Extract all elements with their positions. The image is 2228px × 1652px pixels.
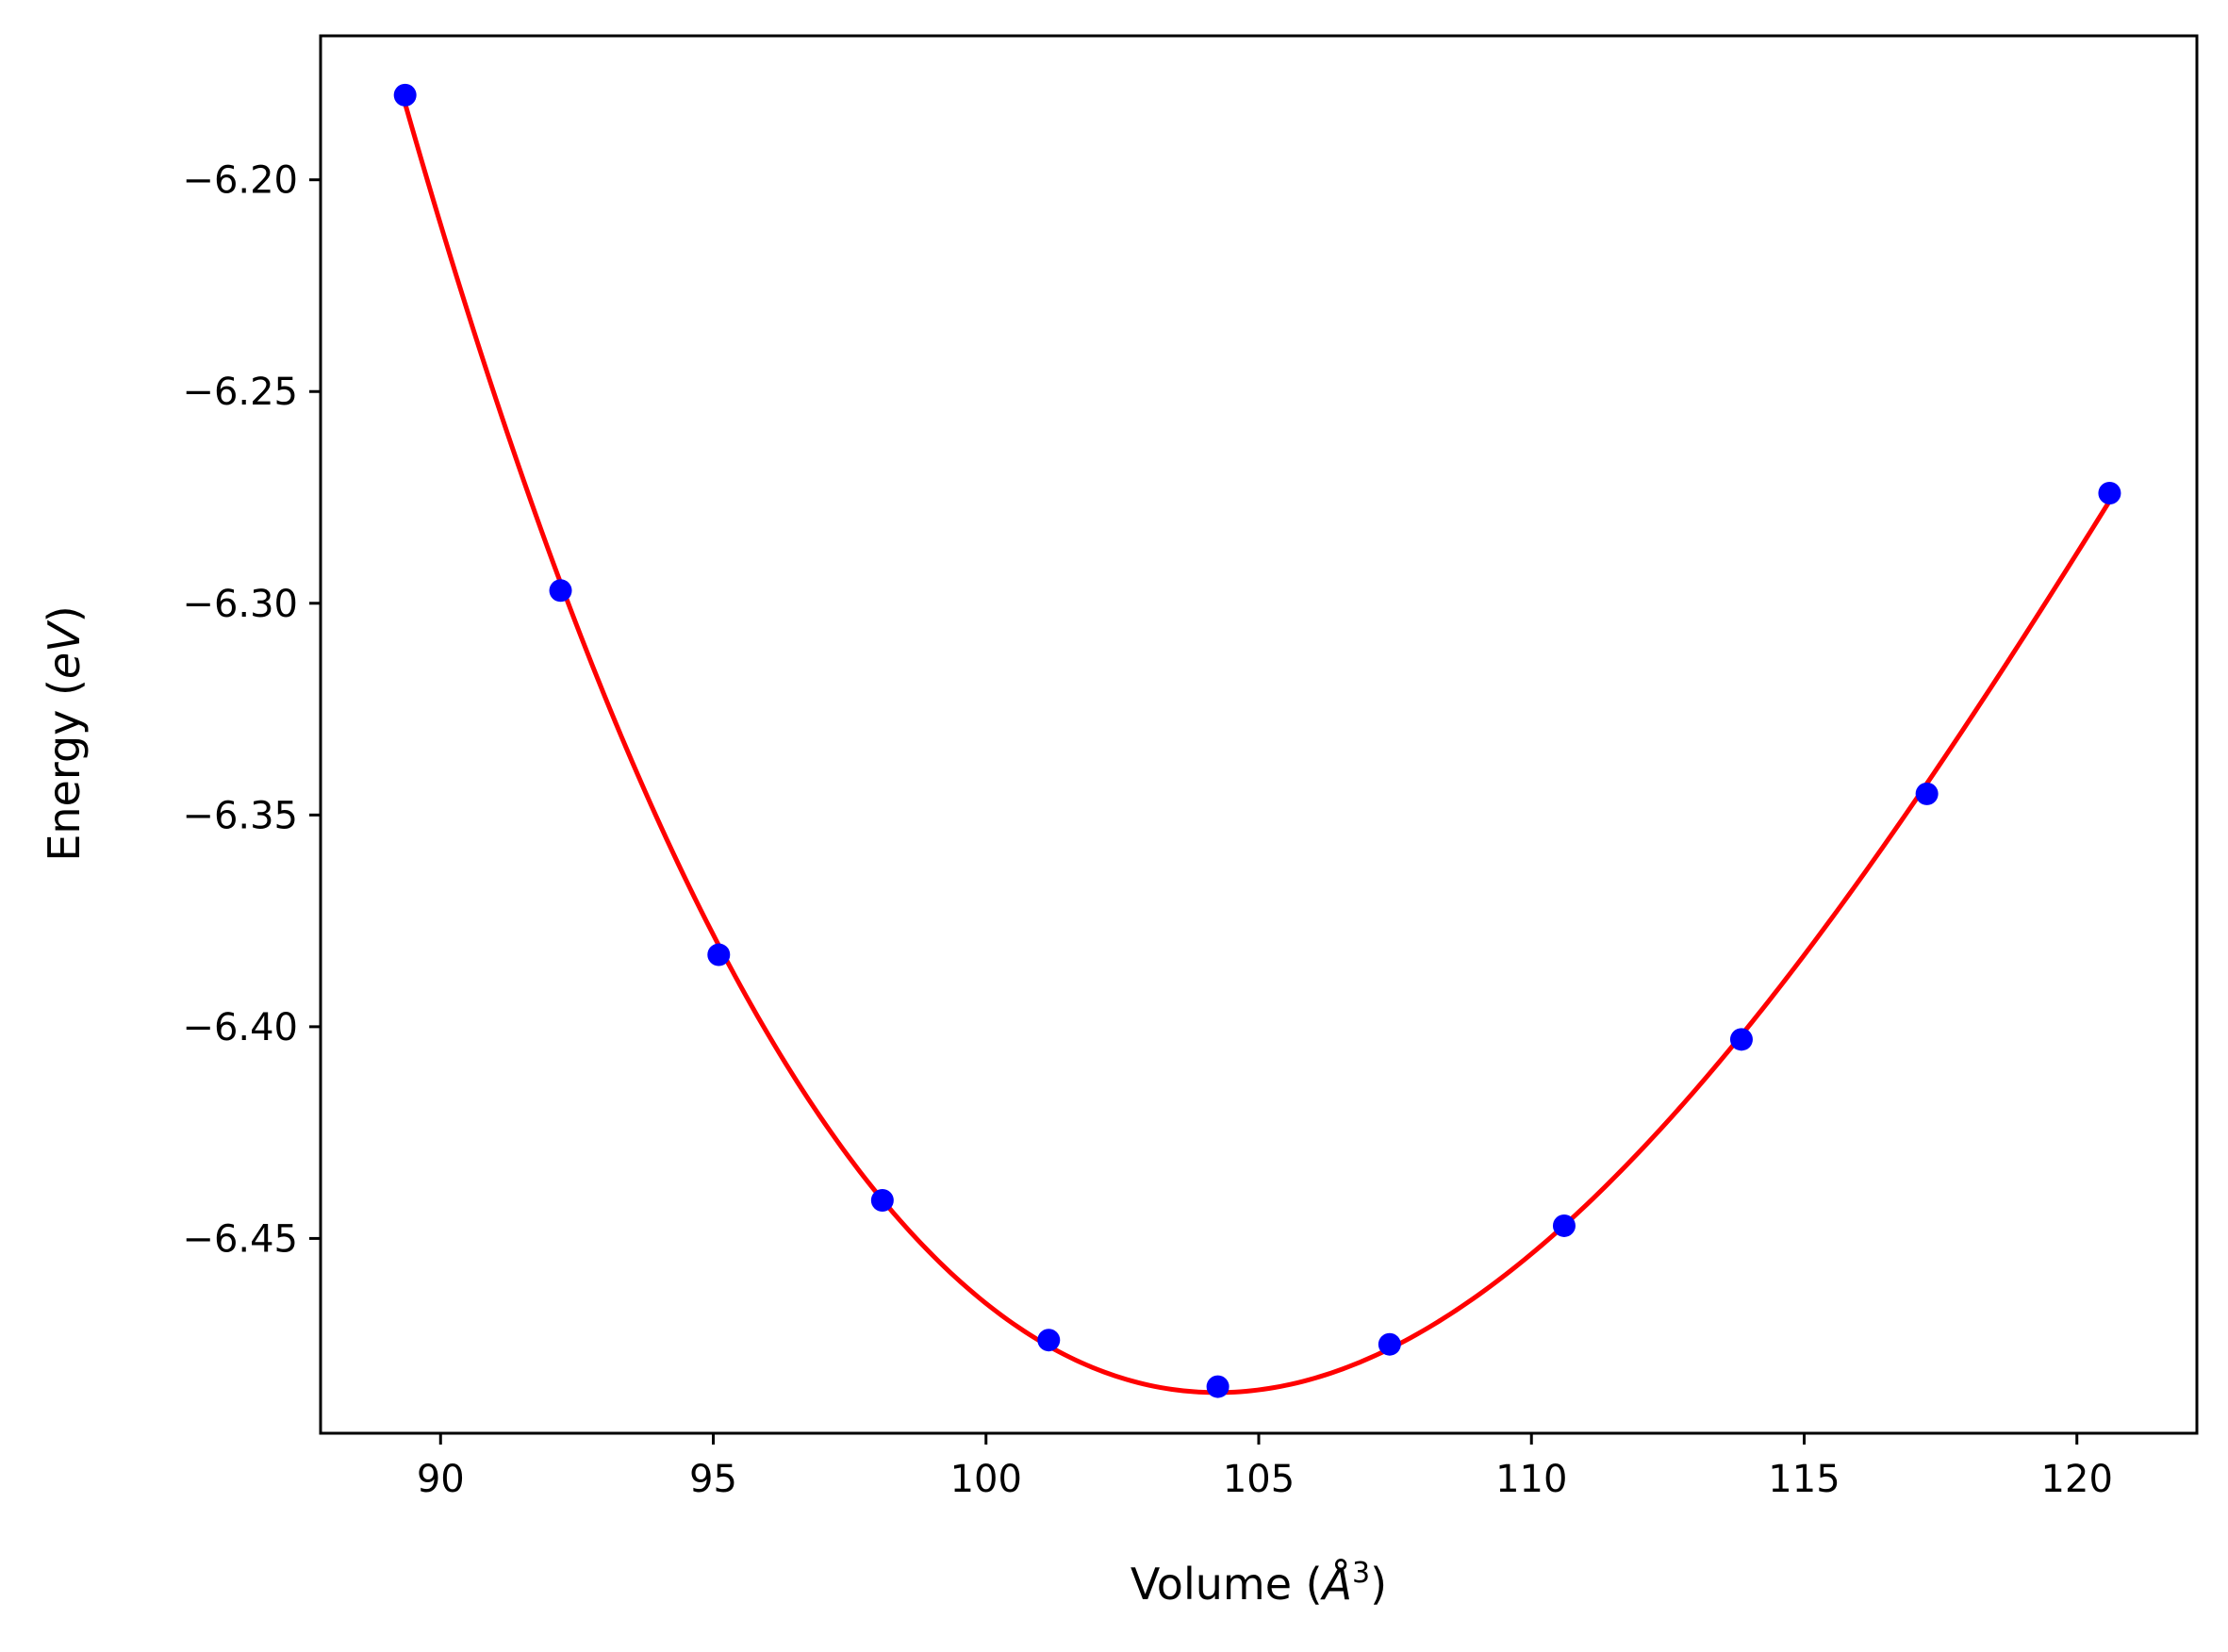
y-axis-label: Energy (eV) xyxy=(39,605,90,861)
data-point xyxy=(1729,1028,1753,1051)
x-tick-label: 115 xyxy=(1768,1458,1840,1501)
y-tick-label: −6.30 xyxy=(182,583,298,626)
y-tick-label: −6.45 xyxy=(182,1217,298,1261)
data-point xyxy=(549,579,572,603)
x-axis-ticks: 90 95 100 105 110 115 120 xyxy=(417,1433,2113,1501)
data-point xyxy=(1915,782,1939,805)
plot-area xyxy=(321,36,2197,1433)
y-tick-label: −6.40 xyxy=(182,1006,298,1049)
y-axis-ticks: −6.20 −6.25 −6.30 −6.35 −6.40 −6.45 xyxy=(182,159,321,1261)
x-tick-label: 105 xyxy=(1223,1458,1295,1501)
x-tick-label: 95 xyxy=(689,1458,737,1501)
data-point xyxy=(393,83,417,107)
data-point xyxy=(1206,1375,1230,1398)
x-tick-label: 100 xyxy=(950,1458,1022,1501)
y-tick-label: −6.20 xyxy=(182,159,298,203)
x-tick-label: 110 xyxy=(1495,1458,1567,1501)
data-point xyxy=(2098,482,2121,505)
data-point xyxy=(870,1189,894,1212)
x-tick-label: 120 xyxy=(2041,1458,2113,1501)
data-point xyxy=(1037,1329,1061,1352)
data-point xyxy=(1552,1214,1576,1237)
fit-curve-line xyxy=(403,103,2112,1396)
x-axis-label: Volume (Å3) xyxy=(1131,1557,1387,1610)
x-tick-label: 90 xyxy=(417,1458,465,1501)
fit-curve-layer xyxy=(403,103,2112,1396)
data-point xyxy=(707,943,731,966)
y-tick-label: −6.35 xyxy=(182,794,298,837)
data-point xyxy=(1378,1332,1401,1356)
data-points-layer xyxy=(393,83,2121,1398)
y-tick-label: −6.25 xyxy=(182,371,298,414)
